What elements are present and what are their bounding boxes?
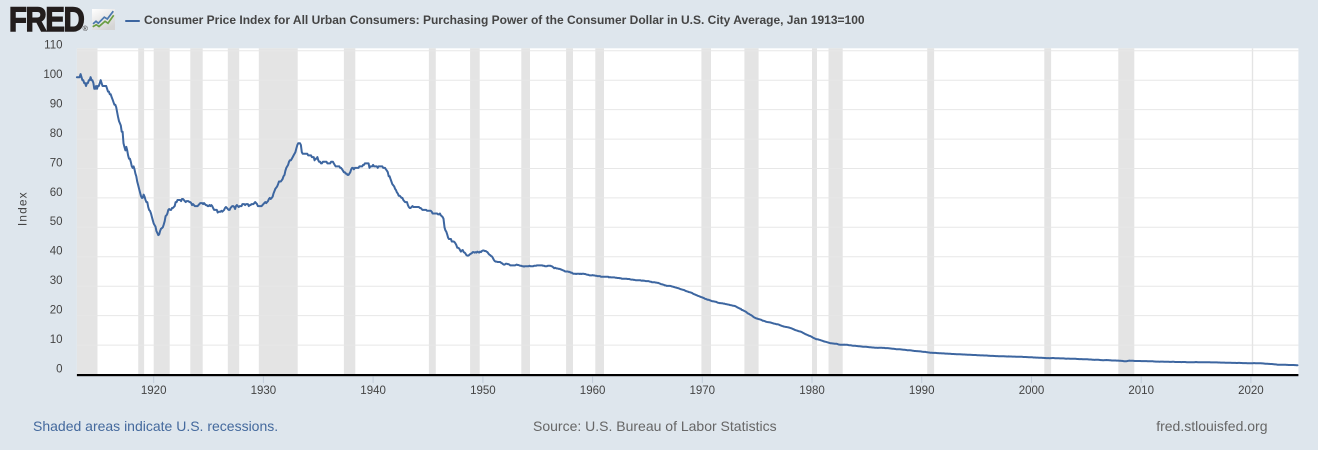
- svg-text:0: 0: [56, 363, 62, 375]
- svg-text:110: 110: [44, 40, 62, 52]
- svg-text:1930: 1930: [251, 385, 277, 397]
- svg-text:2020: 2020: [1238, 385, 1264, 397]
- svg-text:100: 100: [43, 69, 62, 81]
- svg-text:90: 90: [50, 99, 63, 111]
- svg-text:1960: 1960: [580, 385, 606, 397]
- svg-text:30: 30: [50, 275, 63, 287]
- svg-text:40: 40: [50, 246, 63, 258]
- svg-text:20: 20: [50, 305, 63, 317]
- svg-text:80: 80: [50, 128, 63, 140]
- svg-text:50: 50: [50, 216, 63, 228]
- svg-text:10: 10: [50, 334, 63, 346]
- svg-text:1950: 1950: [470, 385, 496, 397]
- svg-text:70: 70: [50, 157, 63, 169]
- svg-text:1980: 1980: [799, 385, 825, 397]
- svg-text:1970: 1970: [690, 385, 716, 397]
- svg-text:1940: 1940: [360, 385, 386, 397]
- svg-text:Index: Index: [15, 191, 29, 226]
- svg-text:2010: 2010: [1128, 385, 1154, 397]
- svg-text:2000: 2000: [1019, 385, 1045, 397]
- svg-text:60: 60: [50, 187, 63, 199]
- svg-text:1990: 1990: [909, 385, 935, 397]
- svg-text:1920: 1920: [141, 385, 167, 397]
